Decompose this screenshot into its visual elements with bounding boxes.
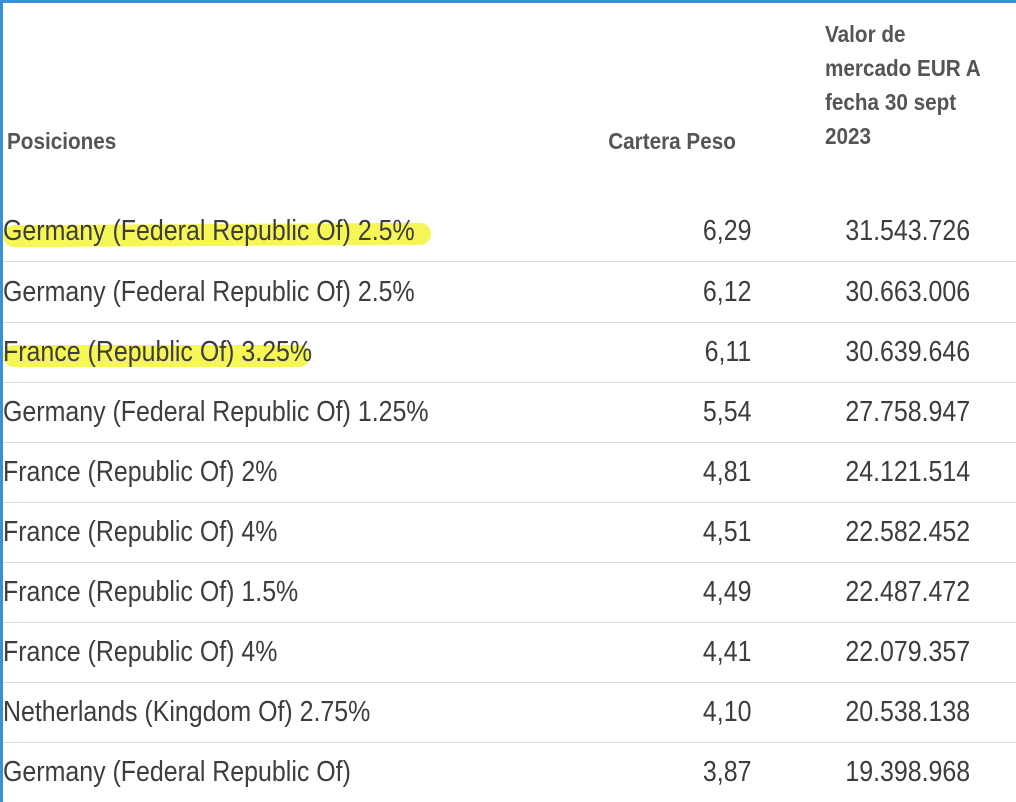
table-row: Germany (Federal Republic Of) 2.5% 6,29 …: [2, 201, 1016, 262]
market-value: 19.398.968: [845, 756, 970, 788]
position-name: France (Republic Of) 4%: [3, 516, 278, 548]
market-value: 22.079.357: [845, 636, 970, 668]
table-row: Germany (Federal Republic Of) 3,87 19.39…: [3, 742, 1016, 802]
market-value: 22.487.472: [845, 576, 970, 608]
table-row: France (Republic Of) 1.5% 4,49 22.487.47…: [3, 562, 1016, 623]
position-name: Germany (Federal Republic Of): [3, 756, 351, 788]
market-value: 30.663.006: [845, 276, 970, 308]
table-row: Netherlands (Kingdom Of) 2.75% 4,10 20.5…: [3, 682, 1016, 743]
market-value: 30.639.646: [845, 336, 970, 368]
position-name: Germany (Federal Republic Of) 1.25%: [3, 396, 429, 428]
portfolio-weight: 6,12: [702, 276, 751, 308]
header-market-value[interactable]: Valor de mercado EUR A fecha 30 sept 202…: [825, 21, 980, 149]
market-value: 27.758.947: [845, 396, 970, 428]
table-row: France (Republic Of) 2% 4,81 24.121.514: [3, 442, 1016, 503]
highlighter-mark: [3, 345, 310, 367]
portfolio-weight: 6,11: [704, 336, 751, 368]
position-name: Germany (Federal Republic Of) 2.5%: [3, 276, 415, 308]
table-row: France (Republic Of) 4% 4,51 22.582.452: [3, 502, 1016, 563]
portfolio-weight: 4,41: [702, 636, 751, 668]
position-name: Netherlands (Kingdom Of) 2.75%: [3, 696, 371, 728]
portfolio-weight: 4,10: [702, 696, 751, 728]
market-value: 24.121.514: [845, 456, 970, 488]
table-row: France (Republic Of) 3.25% 6,11 30.639.6…: [3, 322, 1016, 383]
market-value: 31.543.726: [845, 215, 970, 247]
position-name: France (Republic Of) 1.5%: [3, 576, 299, 608]
portfolio-weight: 6,29: [702, 215, 751, 247]
market-value: 20.538.138: [845, 696, 970, 728]
header-positions[interactable]: Posiciones: [7, 128, 117, 154]
portfolio-weight: 4,49: [702, 576, 751, 608]
table-row: Germany (Federal Republic Of) 2.5% 6,12 …: [3, 262, 1016, 323]
table-row: France (Republic Of) 4% 4,41 22.079.357: [3, 622, 1016, 683]
position-name: France (Republic Of) 2%: [3, 456, 278, 488]
portfolio-weight: 3,87: [702, 756, 751, 788]
portfolio-weight: 4,81: [702, 456, 751, 488]
market-value: 22.582.452: [845, 516, 970, 548]
position-name: France (Republic Of) 3.25%: [3, 336, 313, 368]
header-portfolio-weight[interactable]: Cartera Peso: [608, 128, 736, 154]
portfolio-weight: 5,54: [702, 396, 751, 428]
position-name: Germany (Federal Republic Of) 2.5%: [3, 215, 415, 247]
table-row: Germany (Federal Republic Of) 1.25% 5,54…: [3, 382, 1016, 443]
position-name: France (Republic Of) 4%: [3, 636, 278, 668]
portfolio-weight: 4,51: [702, 516, 751, 548]
